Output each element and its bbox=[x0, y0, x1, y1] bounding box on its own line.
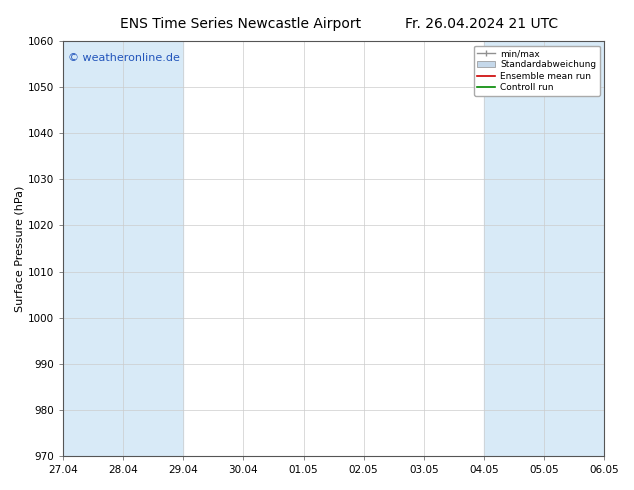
Text: Fr. 26.04.2024 21 UTC: Fr. 26.04.2024 21 UTC bbox=[405, 17, 559, 31]
Legend: min/max, Standardabweichung, Ensemble mean run, Controll run: min/max, Standardabweichung, Ensemble me… bbox=[474, 46, 600, 96]
Text: © weatheronline.de: © weatheronline.de bbox=[68, 53, 180, 64]
Bar bbox=[63, 41, 183, 456]
Text: ENS Time Series Newcastle Airport: ENS Time Series Newcastle Airport bbox=[120, 17, 361, 31]
Bar bbox=[484, 41, 604, 456]
Y-axis label: Surface Pressure (hPa): Surface Pressure (hPa) bbox=[15, 185, 25, 312]
